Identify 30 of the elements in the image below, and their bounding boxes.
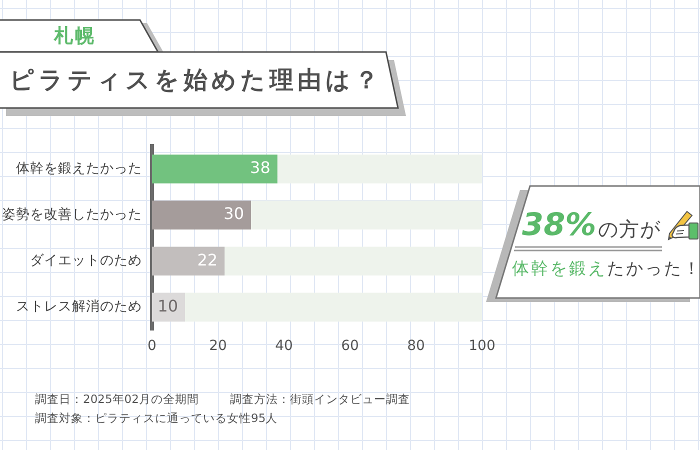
text: 調査対象：ピラティスに通っている女性95人 [35,411,278,426]
x-tick-label: 0 [148,338,156,354]
text: 調査方法：街頭インタビュー調査 [230,392,410,407]
chart-subtitle: 札幌 [52,24,97,49]
bar [185,292,482,322]
bar [152,200,251,230]
y-tick-label: ダイエットのため [30,252,142,269]
text: 体幹を鍛え [512,259,607,279]
data-label: 38 [250,158,270,178]
x-tick-label: 20 [209,338,227,354]
data-label: 10 [158,296,178,316]
data-label: 30 [224,204,244,224]
bar [152,246,225,276]
x-tick-label: 80 [407,338,425,354]
x-tick-label: 60 [341,338,359,354]
chart-title: ピラティスを始めた理由は？ [8,65,384,96]
bar [224,246,482,276]
bar [152,154,278,184]
x-tick-label: 40 [275,338,293,354]
text: 調査日：2025年02月の全期間 [35,392,199,407]
bar [277,154,482,184]
y-tick-label: ストレス解消のため [16,298,142,315]
text: の方が [598,216,662,243]
y-tick-label: 姿勢を改善したかった [2,206,142,223]
text: 38% [522,206,596,244]
data-label: 22 [197,250,218,270]
bar [251,200,482,230]
y-tick-label: 体幹を鍛えたかった [16,160,142,177]
x-tick-label: 100 [468,338,496,354]
text: たかった！ [607,259,700,279]
